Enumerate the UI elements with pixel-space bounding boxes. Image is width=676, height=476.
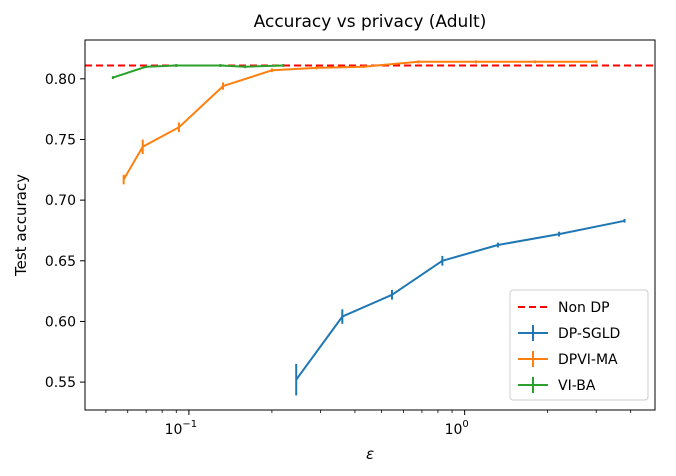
y-tick-label: 0.65	[45, 254, 76, 270]
series-line-vi-ba	[112, 64, 284, 79]
y-tick-label: 0.55	[45, 375, 76, 391]
legend-label-non-dp: Non DP	[558, 300, 610, 316]
y-tick-label: 0.70	[45, 193, 76, 209]
x-tick-label: 100	[445, 419, 469, 438]
legend: Non DP DP-SGLD DPVI-MA VI-BA	[509, 289, 649, 401]
x-axis-label: ε	[366, 445, 374, 463]
y-tick-label: 0.60	[45, 314, 76, 330]
legend-label-vi-ba: VI-BA	[558, 378, 596, 394]
chart-title: Accuracy vs privacy (Adult)	[254, 12, 487, 32]
x-tick-label-base: 10	[165, 422, 183, 438]
y-axis: 0.55 0.60 0.65 0.70 0.75 0.80	[45, 72, 85, 391]
legend-box	[509, 289, 649, 401]
x-axis: 10−1 100	[105, 410, 632, 438]
y-axis-label: Test accuracy	[12, 174, 30, 277]
y-tick-label: 0.75	[45, 132, 76, 148]
x-tick-label: 10−1	[165, 419, 198, 438]
plot-area	[85, 60, 655, 396]
y-tick-label: 0.80	[45, 72, 76, 88]
plot-frame	[84, 39, 656, 411]
x-tick-label-exponent: 0	[462, 419, 468, 430]
x-tick-label-base: 10	[445, 422, 463, 438]
legend-label-dp-sgld: DP-SGLD	[558, 326, 620, 342]
legend-label-dpvi-ma: DPVI-MA	[558, 352, 618, 368]
x-tick-label-exponent: −1	[182, 419, 197, 430]
